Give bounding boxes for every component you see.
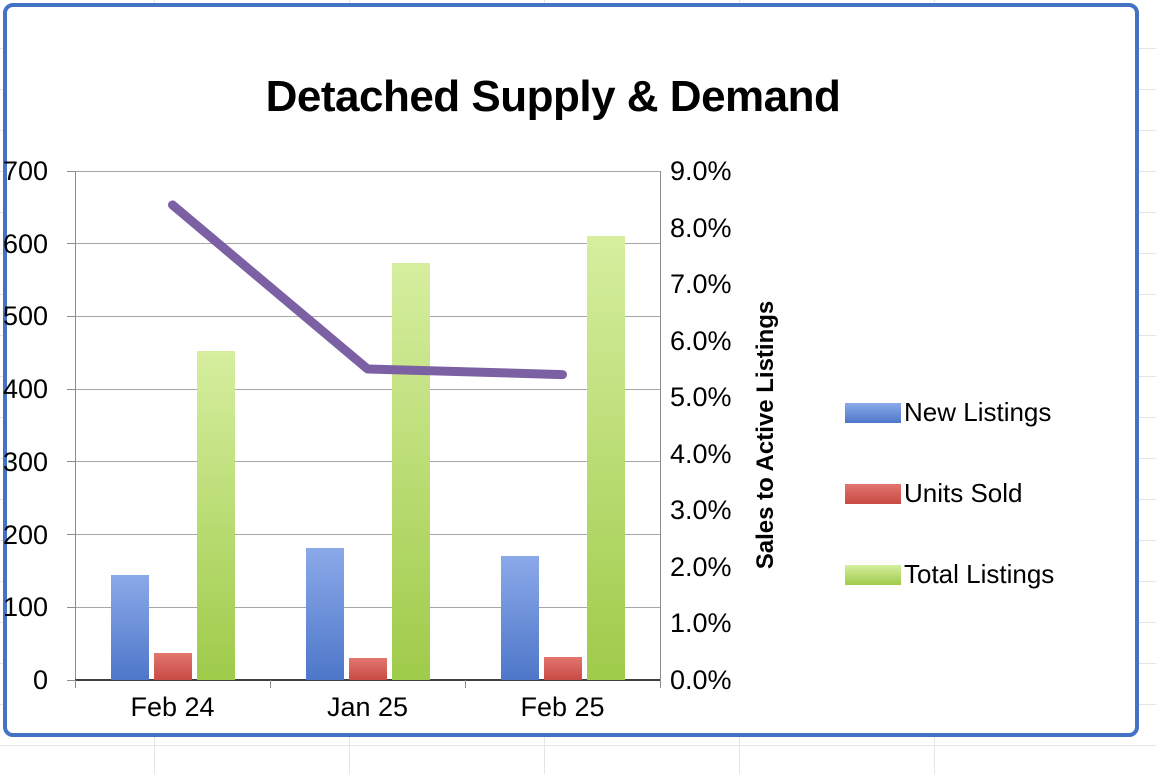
legend-swatch-total-listings	[845, 564, 901, 585]
bar-new-listings[interactable]	[110, 574, 149, 680]
left-axis-tick	[67, 534, 75, 536]
x-axis-tick	[74, 680, 76, 688]
chart-object[interactable]	[3, 3, 1139, 737]
x-axis-tick	[269, 680, 271, 688]
legend-label: New Listings	[904, 397, 1052, 427]
right-axis-tick-label: 9.0%	[670, 156, 732, 186]
right-axis-tick-label: 3.0%	[670, 495, 732, 526]
left-axis-tick	[67, 679, 75, 681]
bar-new-listings[interactable]	[305, 547, 344, 680]
left-axis-tick	[67, 243, 75, 245]
x-axis-tick	[464, 680, 466, 688]
line-series-sales-to-active-listings[interactable]	[168, 200, 567, 380]
x-axis-category-label: Feb 24	[130, 692, 215, 722]
left-axis-tick-label: 200	[2, 519, 48, 550]
left-axis-tick-label: 0	[32, 665, 48, 695]
legend-item-units-sold[interactable]: Units Sold	[845, 478, 1054, 509]
gridline	[75, 170, 660, 172]
left-axis-tick	[67, 170, 75, 172]
gridline	[75, 534, 660, 536]
left-axis-tick	[67, 388, 75, 390]
bar-new-listings[interactable]	[500, 556, 539, 680]
bar-units-sold[interactable]	[348, 658, 387, 680]
gridline	[75, 243, 660, 245]
left-axis-tick	[67, 606, 75, 608]
chart-title: Detached Supply & Demand	[265, 72, 841, 121]
bar-units-sold[interactable]	[543, 656, 582, 680]
legend-swatch-units-sold	[845, 483, 901, 504]
gridline	[75, 388, 660, 390]
gridline	[75, 606, 660, 608]
bar-total-listings[interactable]	[196, 351, 235, 680]
right-axis-tick-label: 4.0%	[670, 438, 732, 469]
left-axis-tick	[67, 315, 75, 317]
left-axis-tick-label: 700	[2, 156, 48, 186]
plot-right-border	[660, 171, 661, 680]
left-axis-tick-label: 500	[2, 301, 48, 332]
left-axis-tick	[67, 461, 75, 463]
legend-item-new-listings[interactable]: New Listings	[845, 397, 1054, 428]
right-axis-tick-label: 5.0%	[670, 382, 732, 413]
left-axis-tick-label: 100	[2, 592, 48, 623]
right-axis-title: Sales to Active Listings	[752, 300, 779, 570]
left-axis-tick-label: 300	[2, 446, 48, 477]
x-axis-category-label: Feb 25	[520, 692, 605, 722]
x-axis-tick	[659, 680, 661, 688]
right-axis-tick-label: 2.0%	[670, 551, 732, 582]
legend-item-total-listings[interactable]: Total Listings	[845, 559, 1054, 590]
x-axis-category-label: Jan 25	[326, 692, 409, 722]
legend-label: Units Sold	[904, 478, 1023, 508]
gridline	[75, 461, 660, 463]
right-axis-tick-label: 1.0%	[670, 608, 732, 639]
gridline	[75, 315, 660, 317]
left-axis-tick-label: 600	[2, 228, 48, 259]
left-axis-tick-label: 400	[2, 374, 48, 405]
right-axis-tick-label: 0.0%	[670, 665, 732, 695]
bar-total-listings[interactable]	[391, 263, 430, 680]
x-axis-line	[75, 679, 660, 681]
legend: New Listings Units Sold Total Listings	[845, 397, 1054, 590]
right-axis-tick-label: 8.0%	[670, 212, 732, 243]
right-axis-tick-label: 6.0%	[670, 325, 732, 356]
bar-total-listings[interactable]	[586, 236, 625, 680]
legend-label: Total Listings	[904, 559, 1055, 589]
right-axis-tick-label: 7.0%	[670, 269, 732, 300]
bar-units-sold[interactable]	[153, 653, 192, 680]
legend-swatch-new-listings	[845, 402, 901, 423]
left-axis-line	[75, 171, 76, 680]
